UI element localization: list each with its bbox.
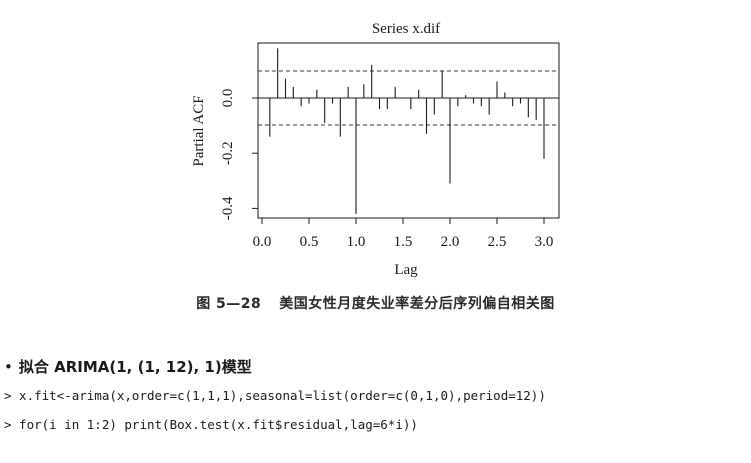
confidence-band-group	[258, 70, 559, 126]
x-tick-label: 0.5	[300, 234, 319, 250]
figure-caption: 图 5—28 美国女性月度失业率差分后序列偏自相关图	[0, 293, 751, 313]
pacf-chart: 0.0 0.5 1.0 1.5 2.0 2.5 3.0 0.0 -0.2 -0.4 Series…	[191, 21, 560, 278]
x-tick-label: 1.5	[394, 234, 413, 250]
code-line: > for(i in 1:2) print(Box.test(x.fit$res…	[4, 417, 418, 432]
y-axis-label: Partial ACF	[191, 95, 207, 166]
chart-title: Series x.dif	[372, 21, 440, 37]
x-axis-label: Lag	[394, 262, 418, 278]
x-tick-label: 1.0	[347, 234, 366, 250]
plot-frame	[257, 42, 560, 219]
x-tick-label: 3.0	[535, 234, 554, 250]
bullet-icon: •	[4, 358, 13, 376]
x-tick-label: 0.0	[253, 234, 272, 250]
code-line: > x.fit<-arima(x,order=c(1,1,1),seasonal…	[4, 388, 546, 403]
figure-caption-text: 美国女性月度失业率差分后序列偏自相关图	[279, 296, 555, 312]
section-heading: • 拟合 ARIMA(1, (1, 12), 1)模型	[4, 356, 252, 377]
pacf-bars	[269, 48, 545, 214]
x-tick-label: 2.5	[488, 234, 507, 250]
x-tick-label: 2.0	[441, 234, 460, 250]
section-heading-text: 拟合 ARIMA(1, (1, 12), 1)模型	[18, 358, 252, 376]
y-tick-label: -0.4	[220, 196, 236, 220]
y-axis: 0.0 -0.2 -0.4	[220, 89, 258, 220]
y-tick-label: -0.2	[220, 141, 236, 165]
y-tick-label: 0.0	[220, 89, 236, 108]
figure-number: 图 5—28	[196, 296, 262, 312]
x-axis: 0.0 0.5 1.0 1.5 2.0 2.5 3.0	[253, 218, 554, 250]
